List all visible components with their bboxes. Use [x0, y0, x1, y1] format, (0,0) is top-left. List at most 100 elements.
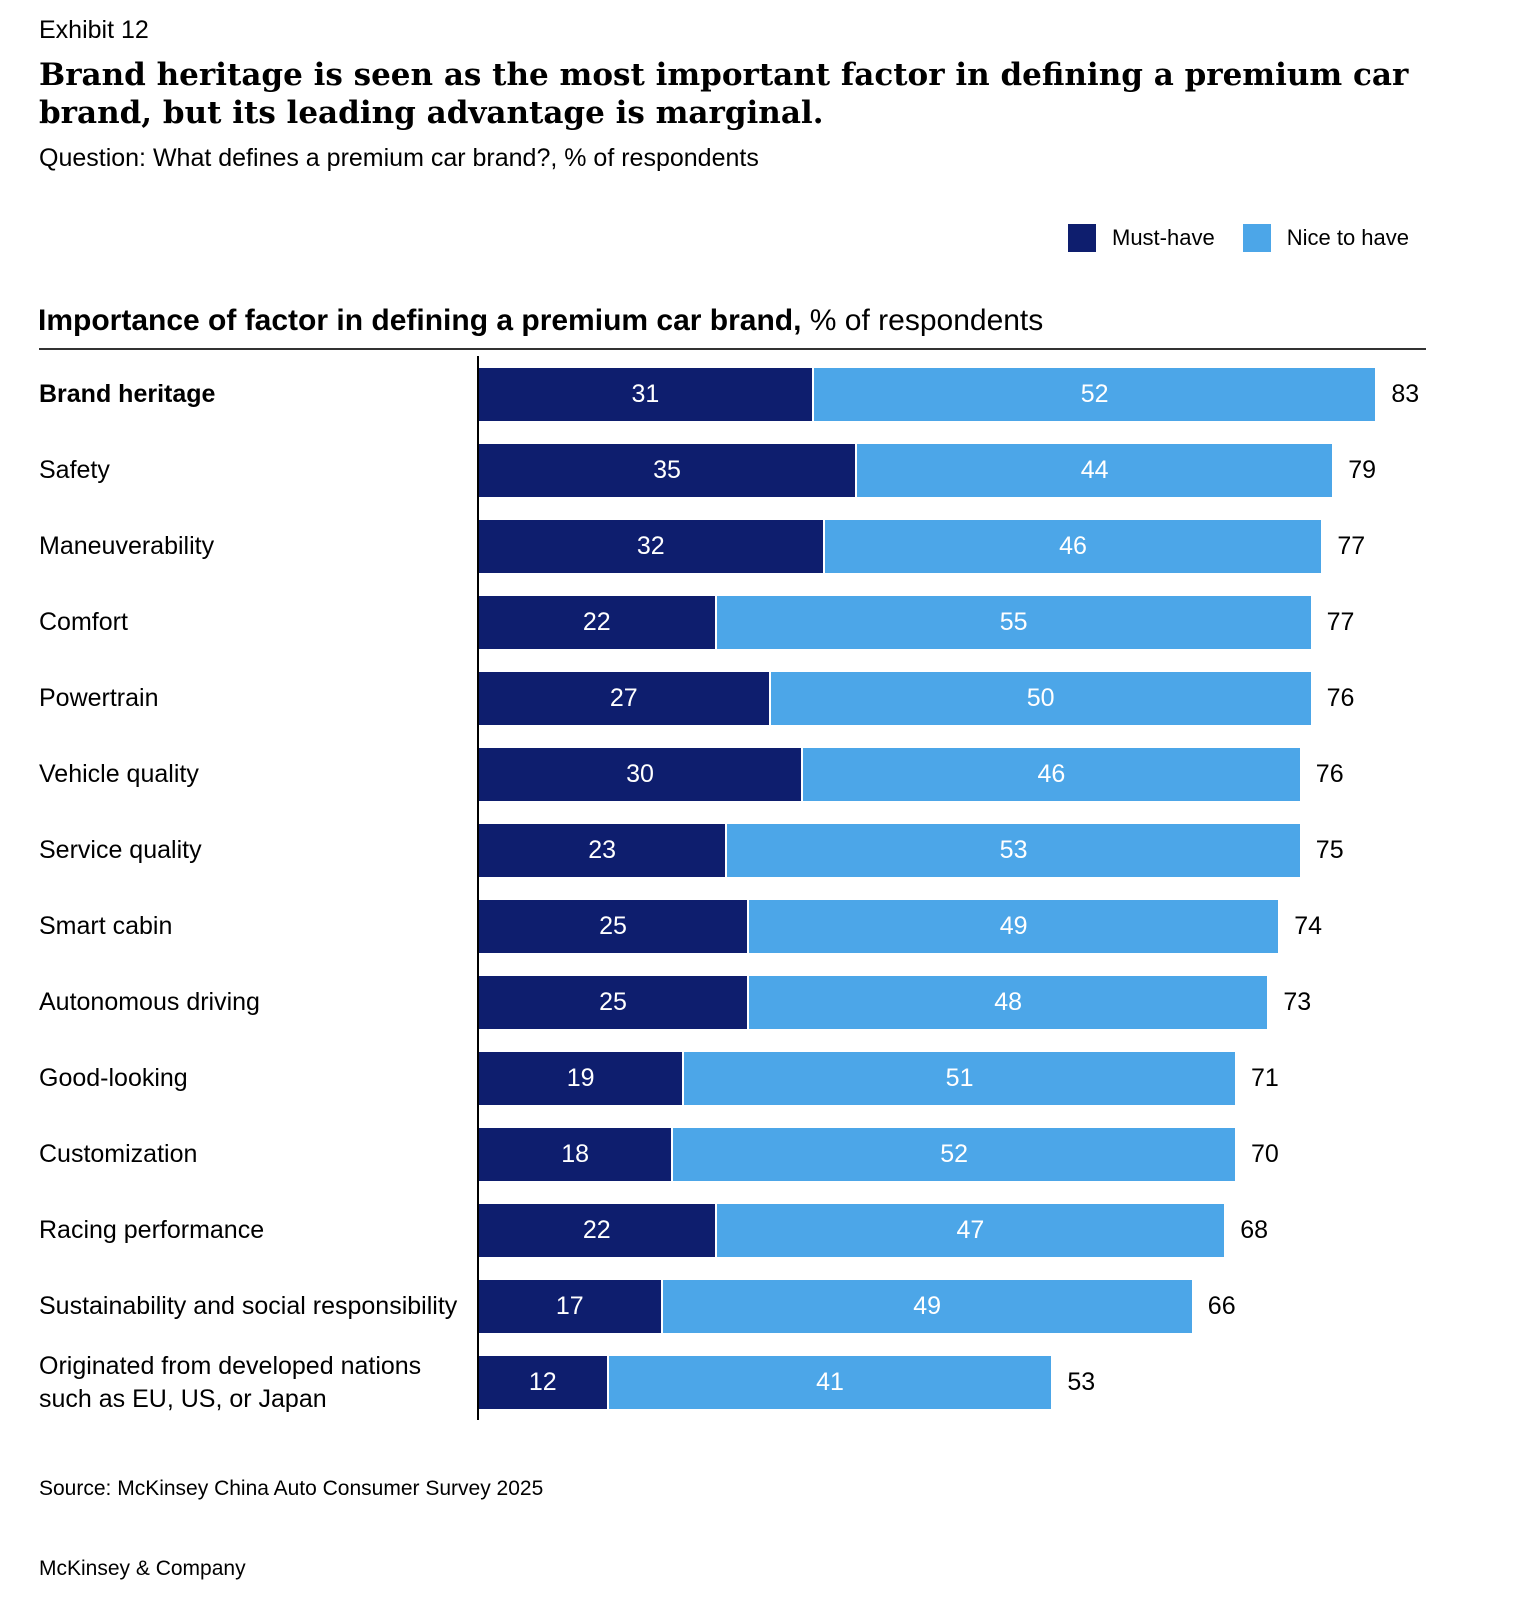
data-label: 50	[1026, 684, 1055, 712]
bar-nice-to-have: 46	[803, 748, 1300, 801]
data-label: 55	[999, 608, 1028, 636]
data-label: 44	[1080, 456, 1109, 484]
bar-must-have: 35	[479, 444, 855, 497]
total-label: 53	[1067, 1368, 1096, 1396]
data-label: 12	[528, 1368, 557, 1396]
category-label-text: Vehicle quality	[39, 760, 199, 788]
data-label: 48	[994, 988, 1023, 1016]
total-label: 77	[1337, 532, 1366, 560]
bar-nice-to-have: 55	[716, 596, 1311, 649]
total-label: 66	[1207, 1292, 1236, 1320]
chart-title-bold: Importance of factor in defining a premi…	[38, 304, 802, 337]
category-label-text: Sustainability and social responsibility	[39, 1292, 458, 1320]
data-label: 52	[1080, 380, 1109, 408]
category-label-text: Smart cabin	[39, 912, 173, 940]
data-label: 17	[555, 1292, 584, 1320]
data-label: 49	[913, 1292, 942, 1320]
total-label: 83	[1391, 380, 1420, 408]
data-label: 30	[626, 760, 654, 788]
category-label-text: Safety	[39, 456, 110, 484]
data-label: 27	[609, 684, 638, 712]
total-label: 77	[1326, 608, 1355, 636]
category-label-text: Originated from developed nations such a…	[39, 1351, 422, 1413]
bar-must-have: 25	[479, 900, 747, 953]
page-title: Brand heritage is seen as the most impor…	[39, 57, 1409, 131]
category-label: Originated from developed nations such a…	[39, 1350, 479, 1415]
bar-must-have: 32	[479, 520, 823, 573]
bar-nice-to-have: 46	[824, 520, 1322, 573]
data-label: 46	[1037, 760, 1066, 788]
bar-must-have: 17	[479, 1280, 661, 1333]
total-label: 76	[1326, 684, 1355, 712]
category-label: Sustainability and social responsibility	[39, 1274, 479, 1339]
total-label: 75	[1315, 836, 1344, 864]
category-label-text: Powertrain	[39, 684, 159, 712]
data-label: 49	[999, 912, 1028, 940]
bar-must-have: 12	[479, 1356, 607, 1409]
bar-nice-to-have: 49	[662, 1280, 1192, 1333]
data-label: 23	[588, 836, 617, 864]
data-label: 31	[631, 380, 660, 408]
data-label: 51	[945, 1064, 974, 1092]
category-label: Comfort	[39, 590, 479, 655]
bar-nice-to-have: 50	[770, 672, 1311, 725]
bar-must-have: 22	[479, 596, 715, 649]
total-label: 76	[1315, 760, 1344, 788]
bar-must-have: 31	[479, 368, 812, 421]
bar-nice-to-have: 47	[716, 1204, 1225, 1257]
title-rule	[39, 348, 1426, 350]
total-label: 74	[1294, 912, 1322, 940]
data-label: 47	[956, 1216, 985, 1244]
total-label: 71	[1251, 1064, 1279, 1092]
bar-must-have: 30	[479, 748, 801, 801]
bar-must-have: 23	[479, 824, 726, 877]
data-label: 25	[599, 988, 627, 1016]
data-label: 19	[566, 1064, 595, 1092]
data-label: 32	[636, 532, 665, 560]
category-label: Autonomous driving	[39, 970, 479, 1035]
bar-nice-to-have: 51	[684, 1052, 1235, 1105]
category-label: Brand heritage	[39, 362, 479, 427]
bar-must-have: 22	[479, 1204, 715, 1257]
total-label: 68	[1240, 1216, 1268, 1244]
legend-item-nice-to-have: Nice to have	[1242, 224, 1409, 252]
category-label: Customization	[39, 1122, 479, 1187]
category-label: Powertrain	[39, 666, 479, 731]
data-label: 25	[599, 912, 627, 940]
brand-footer: McKinsey & Company	[39, 1557, 246, 1580]
exhibit-label: Exhibit 12	[39, 16, 149, 44]
bar-must-have: 18	[479, 1128, 672, 1181]
data-label: 46	[1059, 532, 1087, 560]
chart-title: Importance of factor in defining a premi…	[38, 304, 1043, 338]
category-label-text: Brand heritage	[39, 380, 216, 408]
source-note: Source: McKinsey China Auto Consumer Sur…	[39, 1477, 544, 1500]
category-label-text: Racing performance	[39, 1216, 265, 1244]
category-label-text: Customization	[39, 1140, 198, 1168]
data-label: 53	[999, 836, 1028, 864]
bar-nice-to-have: 53	[727, 824, 1300, 877]
data-label: 52	[940, 1140, 969, 1168]
category-label: Service quality	[39, 818, 479, 883]
legend: Must-have Nice to have	[1068, 224, 1437, 252]
legend-swatch-must-have	[1068, 224, 1096, 252]
legend-label: Must-have	[1112, 225, 1215, 250]
subtitle: Question: What defines a premium car bra…	[39, 144, 759, 172]
total-label: 79	[1348, 456, 1376, 484]
category-label-text: Service quality	[39, 836, 202, 864]
data-label: 41	[816, 1368, 844, 1396]
category-label: Maneuverability	[39, 514, 479, 579]
legend-swatch-nice-to-have	[1242, 224, 1271, 252]
bar-must-have: 27	[479, 672, 769, 725]
bar-nice-to-have: 49	[749, 900, 1279, 953]
legend-item-must-have: Must-have	[1068, 224, 1215, 252]
category-axis-line	[477, 356, 479, 1420]
category-label-text: Maneuverability	[39, 532, 215, 560]
category-label-text: Comfort	[39, 608, 128, 636]
category-label: Safety	[39, 438, 479, 503]
bar-must-have: 25	[479, 976, 747, 1029]
category-label-text: Autonomous driving	[39, 988, 260, 1016]
total-label: 70	[1251, 1140, 1279, 1168]
bar-nice-to-have: 48	[749, 976, 1268, 1029]
bar-nice-to-have: 52	[813, 368, 1376, 421]
